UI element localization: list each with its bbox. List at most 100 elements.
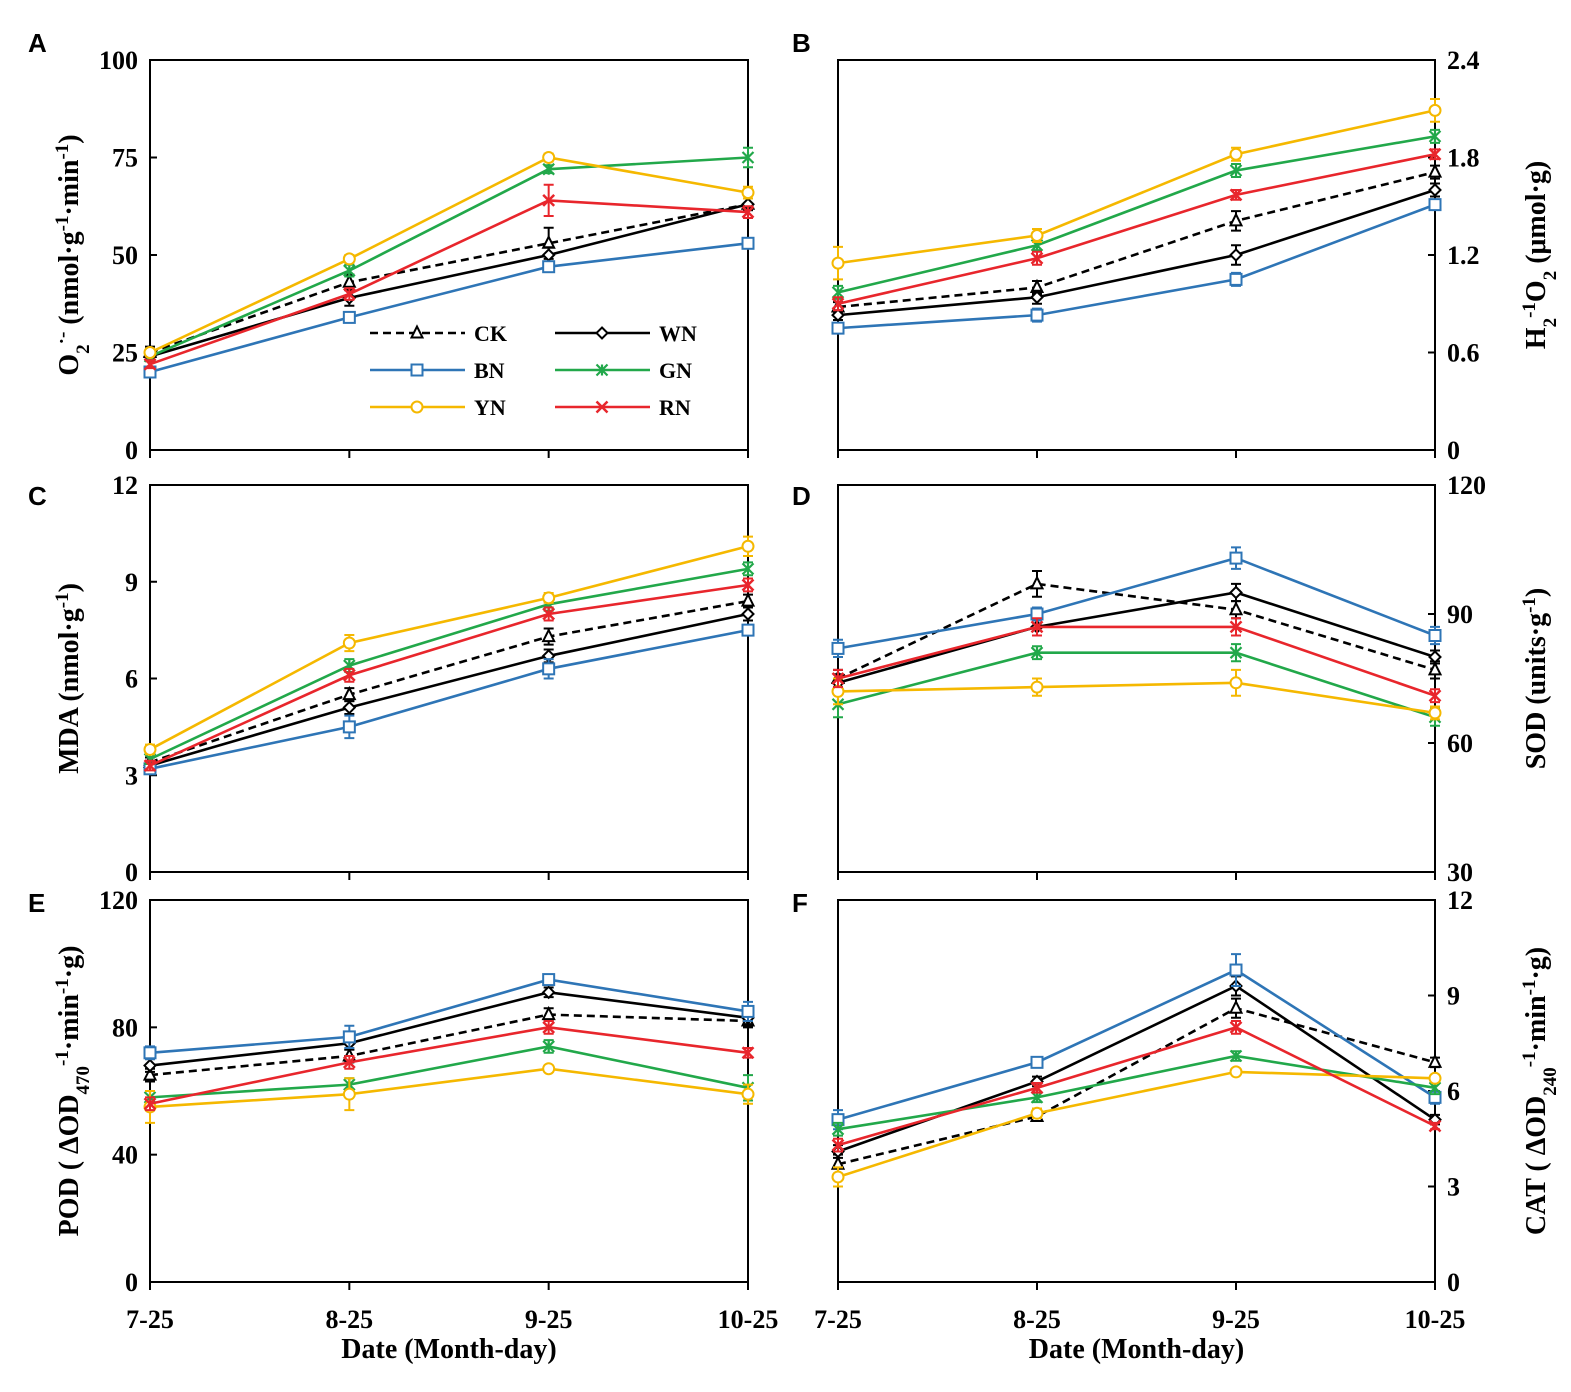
series-line bbox=[837, 625, 1436, 697]
data-point bbox=[741, 562, 755, 576]
series-gn bbox=[831, 643, 1442, 727]
legend-entry: CK bbox=[370, 321, 507, 346]
y-tick-label: 100 bbox=[99, 46, 138, 75]
ylabel-part: ) bbox=[1521, 161, 1552, 170]
x-tick-label: 10-25 bbox=[718, 1305, 779, 1334]
series-yn bbox=[143, 1062, 755, 1124]
series-line bbox=[149, 599, 749, 764]
panel-e: 0 40 80 120 7-25 8-25 9-25 10-25 Date (Month-day… bbox=[28, 886, 778, 1365]
legend-entry: WN bbox=[555, 321, 697, 346]
legend-marker bbox=[410, 400, 424, 414]
data-point bbox=[1428, 198, 1442, 212]
series-line bbox=[149, 628, 749, 771]
y-tick-label: 0 bbox=[125, 436, 138, 465]
data-point bbox=[542, 1020, 556, 1034]
series-line bbox=[837, 984, 1436, 1153]
data-point bbox=[542, 162, 555, 176]
data-point bbox=[1030, 1091, 1044, 1104]
data-point bbox=[542, 151, 556, 164]
data-point bbox=[831, 1138, 845, 1152]
data-point bbox=[1229, 147, 1243, 161]
series-yn bbox=[143, 535, 755, 756]
series-line bbox=[837, 188, 1436, 317]
data-point bbox=[741, 236, 755, 250]
series-line bbox=[149, 203, 749, 358]
series-bn bbox=[831, 953, 1442, 1131]
data-point bbox=[342, 700, 357, 715]
data-point bbox=[1228, 212, 1244, 227]
data-point bbox=[1427, 661, 1443, 676]
legend-marker bbox=[595, 363, 609, 377]
y-tick-label: 120 bbox=[1447, 471, 1486, 500]
ylabel-part: H bbox=[1521, 327, 1552, 349]
series-yn bbox=[143, 151, 755, 359]
data-point bbox=[831, 321, 845, 335]
series-gn bbox=[143, 1039, 755, 1105]
series-rn bbox=[143, 1019, 755, 1112]
series-yn bbox=[831, 668, 1442, 721]
data-point bbox=[1229, 1049, 1243, 1063]
y-axis-title: POD ( ΔOD470-1·min-1·g) bbox=[52, 946, 94, 1237]
y-tick-label: 6 bbox=[1447, 1077, 1460, 1106]
series-rn bbox=[143, 577, 755, 772]
series-gn bbox=[143, 561, 755, 766]
series-line bbox=[837, 109, 1436, 265]
y-axis-title: O2·- (nmol·g-1·min-1) bbox=[52, 134, 94, 375]
x-tick-label: 7-25 bbox=[126, 1305, 174, 1334]
y-tick-label: 50 bbox=[112, 241, 138, 270]
ylabel-part: O bbox=[1521, 280, 1552, 302]
data-point bbox=[1427, 1053, 1443, 1068]
data-point bbox=[1428, 689, 1442, 703]
series-line bbox=[149, 1013, 749, 1077]
y-tick-label: 75 bbox=[112, 144, 138, 173]
series-bn bbox=[143, 623, 755, 776]
data-point bbox=[541, 234, 556, 249]
y-tick-label: 25 bbox=[112, 339, 138, 368]
y-tick-label: 0 bbox=[1447, 1268, 1460, 1297]
series-line bbox=[149, 1045, 749, 1099]
ylabel-part: ·g bbox=[54, 955, 85, 978]
data-point bbox=[741, 1004, 755, 1018]
series-line bbox=[149, 567, 749, 761]
y-tick-label: 3 bbox=[1447, 1173, 1460, 1202]
data-point bbox=[741, 1087, 755, 1101]
x-tick-label: 10-25 bbox=[1405, 1305, 1466, 1334]
ylabel-part: SOD (units·g bbox=[1521, 613, 1552, 769]
series-wn bbox=[831, 975, 1442, 1159]
series-gn bbox=[831, 1049, 1442, 1137]
data-point bbox=[1030, 620, 1044, 634]
data-point bbox=[741, 205, 755, 219]
series-line bbox=[837, 591, 1436, 685]
data-point bbox=[1229, 963, 1243, 977]
x-tick-label: 9-25 bbox=[525, 1305, 573, 1334]
data-point bbox=[342, 1087, 356, 1101]
ylabel-part: -1 bbox=[52, 216, 73, 232]
ylabel-part: O bbox=[54, 354, 85, 376]
y-axis-title: H2-1O2 (μmol·g) bbox=[1519, 161, 1561, 349]
panel-letter: E bbox=[28, 888, 45, 918]
data-point bbox=[143, 357, 157, 371]
data-point bbox=[831, 256, 845, 270]
series-line bbox=[837, 1006, 1436, 1166]
panel-letter: D bbox=[792, 481, 811, 511]
y-tick-label: 1.8 bbox=[1447, 144, 1480, 173]
ylabel-part: 2 bbox=[1540, 318, 1561, 328]
series-yn bbox=[831, 1065, 1442, 1188]
y-tick-label: 9 bbox=[125, 568, 138, 597]
series-rn bbox=[831, 147, 1442, 312]
data-point bbox=[1229, 188, 1243, 202]
data-point bbox=[541, 1005, 556, 1021]
series-line bbox=[837, 1070, 1436, 1179]
series-line bbox=[837, 135, 1436, 294]
legend-marker bbox=[410, 363, 424, 377]
ylabel-part: -1 bbox=[52, 144, 73, 160]
data-point bbox=[1030, 1055, 1044, 1069]
y-tick-label: 0.6 bbox=[1447, 339, 1480, 368]
legend-label: RN bbox=[659, 395, 691, 420]
series-line bbox=[837, 968, 1436, 1121]
x-tick-label: 8-25 bbox=[325, 1305, 373, 1334]
series-line bbox=[149, 978, 749, 1055]
legend-label: WN bbox=[659, 321, 697, 346]
ylabel-part: -1 bbox=[1519, 1051, 1540, 1067]
data-point bbox=[1229, 676, 1243, 690]
